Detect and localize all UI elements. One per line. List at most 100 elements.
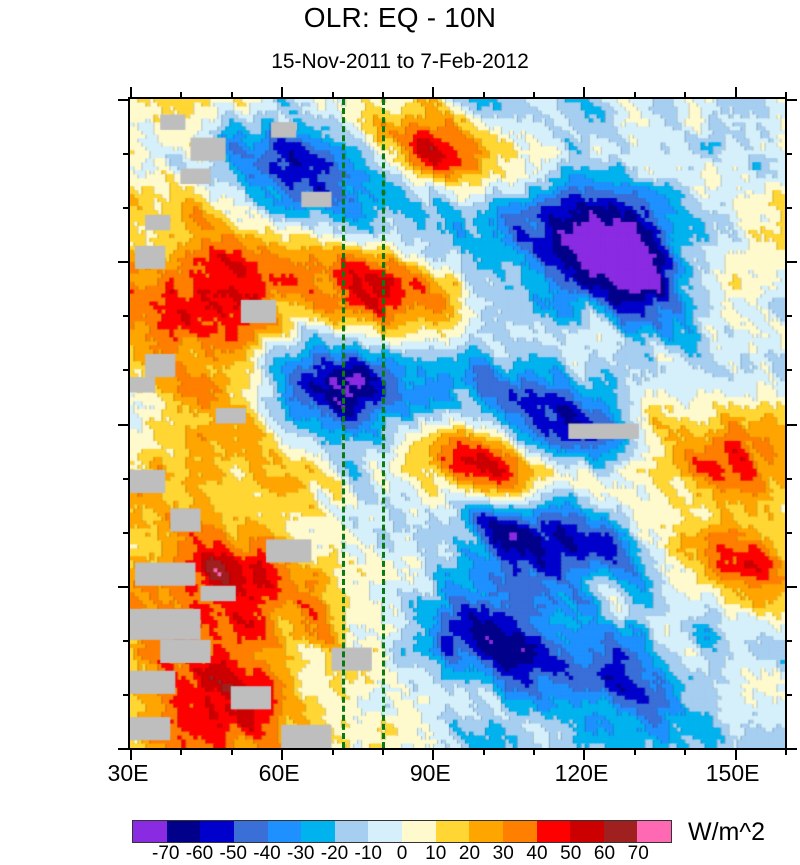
colorbar-tick-label: -50: [219, 843, 247, 864]
y-tick: [785, 315, 792, 318]
heatmap-canvas-wrap: [130, 99, 785, 748]
y-tick: [785, 99, 797, 101]
x-axis-label: 30E: [107, 760, 149, 786]
x-axis-label: 120E: [554, 760, 609, 786]
x-tick: [482, 92, 485, 99]
figure-title: OLR: EQ - 10N: [303, 2, 497, 33]
colorbar-swatch-7: [368, 821, 402, 842]
green-dashed-west: [341, 99, 345, 748]
colorbar-tick-label: -30: [287, 843, 315, 864]
colorbar: [132, 820, 672, 843]
green-dashed-east: [381, 99, 385, 748]
colorbar-swatch-5: [301, 821, 335, 842]
y-tick: [118, 99, 130, 101]
colorbar-tick-label: -70: [152, 843, 180, 864]
colorbar-tick-label: -60: [185, 843, 214, 864]
x-tick: [281, 87, 284, 99]
figure-subtitle: 15-Nov-2011 to 7-Feb-2012: [271, 50, 529, 73]
colorbar-tick-label: -20: [320, 843, 349, 864]
colorbar-tick-label: 30: [492, 843, 514, 864]
colorbar-swatch-3: [233, 821, 268, 842]
x-tick: [432, 748, 435, 760]
plot-area: [118, 87, 797, 760]
y-tick: [123, 369, 130, 372]
y-tick: [118, 748, 130, 750]
colorbar-swatch-8: [402, 821, 436, 842]
y-tick: [118, 585, 130, 588]
x-tick: [432, 87, 435, 99]
colorbar-tick-label: 10: [425, 843, 447, 864]
y-tick: [785, 477, 792, 480]
colorbar-tick-label: -10: [354, 843, 382, 864]
x-tick: [180, 748, 183, 755]
y-tick: [785, 261, 797, 264]
x-axis-label: 150E: [705, 760, 760, 786]
colorbar-swatch-11: [502, 821, 537, 842]
x-tick: [331, 748, 334, 755]
colorbar-tick-label: -40: [253, 843, 281, 864]
y-tick: [785, 585, 797, 588]
olr-anomaly-heatmap: [130, 99, 785, 748]
y-tick: [118, 423, 130, 426]
x-axis-label: 60E: [258, 760, 300, 786]
x-tick: [734, 748, 737, 760]
y-tick: [123, 639, 130, 642]
x-tick: [381, 748, 384, 755]
x-tick: [281, 748, 284, 760]
y-tick: [118, 261, 130, 264]
y-tick: [123, 315, 130, 318]
x-tick: [130, 748, 132, 760]
x-tick: [583, 87, 586, 99]
y-tick: [123, 531, 130, 534]
y-tick: [785, 423, 797, 426]
y-tick: [123, 153, 130, 156]
x-axis-label: 90E: [409, 760, 451, 786]
colorbar-swatch-0: [133, 821, 167, 842]
x-tick: [381, 92, 384, 99]
x-tick: [180, 92, 183, 99]
colorbar-swatch-14: [603, 821, 638, 842]
x-tick: [785, 92, 787, 99]
colorbar-tick-label: 60: [593, 843, 616, 864]
colorbar-swatch-1: [166, 821, 201, 842]
colorbar-swatch-12: [536, 821, 571, 842]
colorbar-tick-label: 70: [627, 843, 649, 864]
y-tick: [123, 477, 130, 480]
colorbar-swatch-15: [637, 821, 671, 842]
x-tick: [533, 748, 536, 755]
colorbar-tick-label: 40: [526, 843, 548, 864]
x-tick: [633, 92, 636, 99]
x-tick: [331, 92, 334, 99]
x-tick: [633, 748, 636, 755]
colorbar-tick-label: 20: [458, 843, 481, 864]
colorbar-tick-label: 0: [396, 843, 408, 864]
y-tick: [785, 639, 792, 642]
y-tick: [785, 748, 797, 750]
colorbar-swatch-13: [570, 821, 604, 842]
x-tick: [533, 92, 536, 99]
y-tick: [785, 693, 792, 696]
colorbar-swatch-2: [200, 821, 234, 842]
colorbar-swatch-10: [469, 821, 503, 842]
x-tick: [684, 92, 687, 99]
x-tick: [785, 748, 787, 755]
x-tick: [130, 87, 132, 99]
y-tick: [123, 207, 130, 210]
x-tick: [482, 748, 485, 755]
colorbar-swatch-6: [334, 821, 369, 842]
x-tick: [684, 748, 687, 755]
colorbar-swatch-9: [435, 821, 470, 842]
x-tick: [583, 748, 586, 760]
y-tick: [785, 207, 792, 210]
colorbar-tick-label: 50: [560, 843, 582, 864]
x-tick: [734, 87, 737, 99]
y-tick: [785, 153, 792, 156]
colorbar-units-label: W/m^2: [688, 818, 766, 846]
y-tick: [785, 369, 792, 372]
x-tick: [230, 748, 233, 755]
y-tick: [785, 531, 792, 534]
x-tick: [230, 92, 233, 99]
y-tick: [123, 693, 130, 696]
colorbar-swatch-4: [267, 821, 302, 842]
